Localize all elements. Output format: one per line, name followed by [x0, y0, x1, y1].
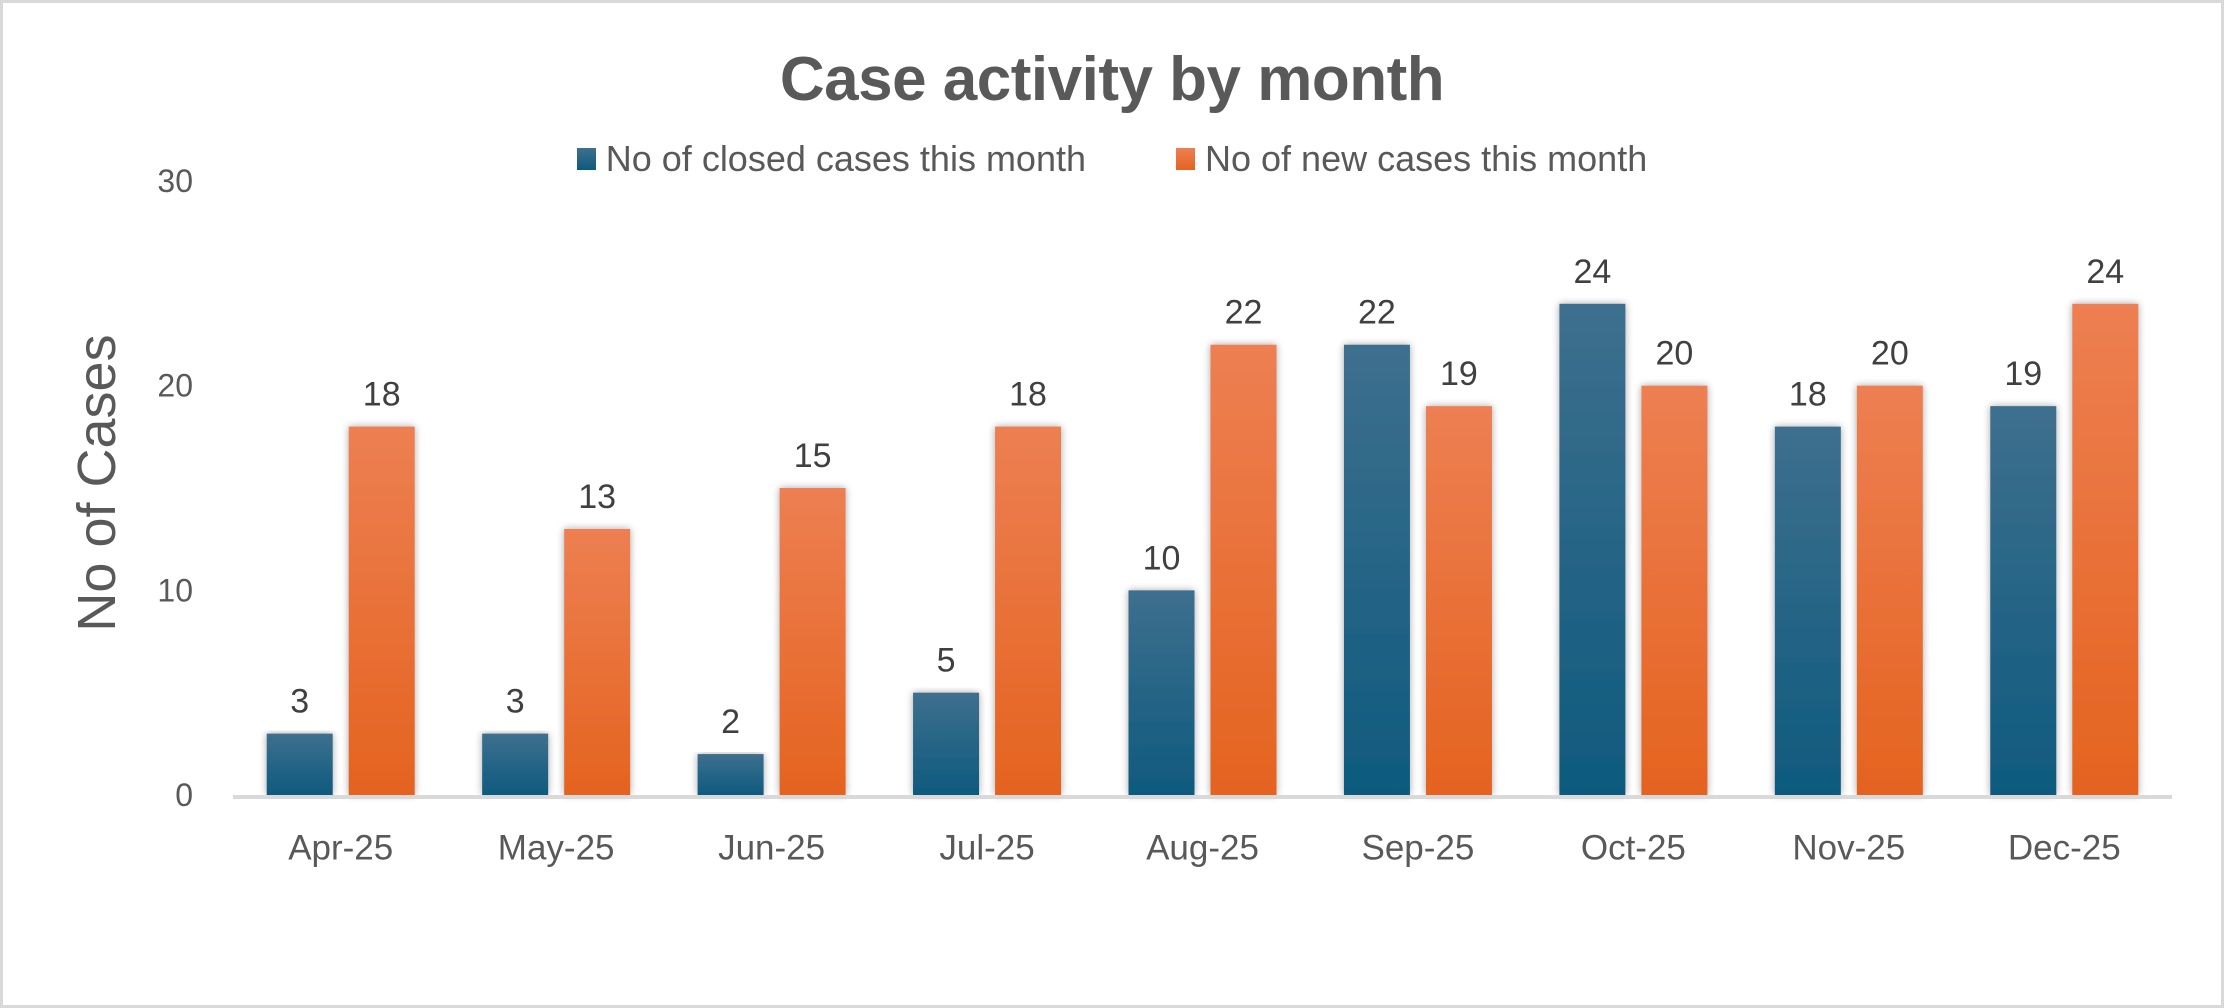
y-tick-label: 10: [157, 572, 193, 608]
data-label: 22: [1225, 294, 1263, 332]
data-label: 24: [1573, 253, 1611, 291]
data-label: 3: [290, 683, 309, 721]
data-label: 22: [1358, 294, 1396, 332]
bar-closed-sep-25[interactable]: [1343, 344, 1410, 795]
data-label: 19: [1440, 355, 1478, 393]
y-tick-label: 20: [157, 368, 193, 404]
data-label: 24: [2086, 253, 2124, 291]
bar-closed-oct-25[interactable]: [1559, 303, 1626, 795]
x-tick-label: Apr-25: [288, 829, 393, 868]
x-tick-label: Oct-25: [1581, 829, 1686, 868]
legend-item-closed[interactable]: No of closed cases this month: [576, 138, 1086, 180]
bar-closed-may-25[interactable]: [482, 733, 549, 795]
y-axis-title: No of Cases: [67, 334, 127, 631]
chart-title: Case activity by month: [779, 45, 1445, 114]
bar-new-aug-25[interactable]: [1210, 344, 1277, 795]
data-label: 18: [1009, 376, 1047, 414]
bar-new-jul-25[interactable]: [995, 426, 1062, 795]
legend-swatch-new: [1176, 148, 1195, 170]
y-axis: 0 10 20 30: [157, 163, 193, 813]
bar-closed-nov-25[interactable]: [1774, 426, 1841, 795]
y-tick-label: 30: [157, 163, 193, 199]
data-label: 13: [578, 478, 616, 516]
bar-closed-dec-25[interactable]: [1990, 406, 2057, 795]
bars: [266, 303, 2139, 795]
bar-new-nov-25[interactable]: [1856, 385, 1923, 795]
data-label: 20: [1655, 335, 1693, 373]
x-axis: Apr-25 May-25 Jun-25 Jul-25 Aug-25 Sep-25 Oct-…: [288, 829, 2121, 868]
data-label: 18: [1789, 376, 1827, 414]
x-tick-label: Jul-25: [939, 829, 1034, 868]
bar-closed-jul-25[interactable]: [913, 692, 980, 795]
legend-label-closed: No of closed cases this month: [605, 138, 1086, 179]
data-label: 5: [937, 642, 956, 680]
x-tick-label: Sep-25: [1362, 829, 1475, 868]
data-label: 15: [794, 437, 832, 475]
bar-new-dec-25[interactable]: [2072, 303, 2139, 795]
bar-closed-apr-25[interactable]: [266, 733, 333, 795]
x-tick-label: Aug-25: [1146, 829, 1259, 868]
data-label: 20: [1871, 335, 1909, 373]
x-tick-label: Nov-25: [1792, 829, 1905, 868]
data-label: 2: [721, 703, 740, 741]
data-label: 18: [363, 376, 401, 414]
legend-swatch-closed: [576, 148, 596, 170]
x-tick-label: Dec-25: [2008, 829, 2121, 868]
data-label: 10: [1143, 539, 1181, 577]
legend: No of closed cases this month No of new …: [0, 136, 2224, 182]
bar-new-sep-25[interactable]: [1425, 406, 1492, 795]
bar-closed-aug-25[interactable]: [1128, 590, 1195, 795]
legend-item-new[interactable]: No of new cases this month: [1176, 138, 1647, 180]
legend-label-new: No of new cases this month: [1205, 138, 1648, 179]
data-label: 19: [2004, 355, 2042, 393]
data-label: 3: [506, 683, 525, 721]
bar-new-jun-25[interactable]: [779, 488, 846, 795]
bar-new-apr-25[interactable]: [348, 426, 415, 795]
x-tick-label: Jun-25: [718, 829, 825, 868]
bar-new-may-25[interactable]: [564, 528, 631, 795]
bar-closed-jun-25[interactable]: [697, 754, 764, 795]
x-tick-label: May-25: [498, 829, 615, 868]
y-tick-label: 0: [175, 777, 193, 813]
bar-new-oct-25[interactable]: [1641, 385, 1708, 795]
data-labels: 3 18 3 13 2 15 5 18 10 22 22 19 24 20 18 20 19 24: [290, 253, 2124, 741]
